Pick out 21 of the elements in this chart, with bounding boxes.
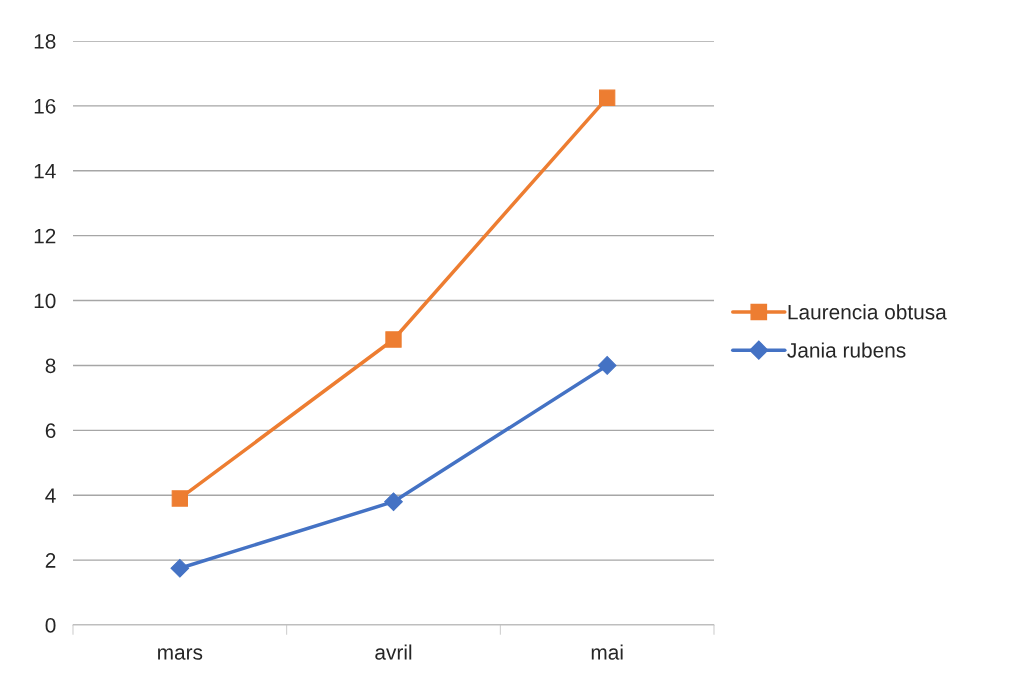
- legend-label: Jania rubens: [787, 342, 906, 358]
- point: [597, 356, 617, 375]
- point: [384, 492, 403, 512]
- y-tick-label: 2: [45, 553, 56, 568]
- x-tick-label: mai: [591, 644, 623, 660]
- legend-label: Laurencia obtusa: [788, 304, 947, 320]
- point: [599, 89, 616, 106]
- y-tick-label: 12: [34, 228, 56, 244]
- y-tick-label: 10: [34, 293, 56, 309]
- x-tick-label: mars: [158, 648, 203, 660]
- y-tick-label: 16: [34, 98, 56, 114]
- y-tick-label: 8: [45, 358, 56, 374]
- x-tick-label: avril: [375, 644, 412, 660]
- point: [171, 490, 188, 507]
- y-tick-label: 4: [45, 488, 56, 503]
- y-tick-label: 0: [45, 618, 56, 633]
- y-tick-label: 18: [34, 34, 56, 49]
- point: [170, 558, 190, 578]
- point: [385, 331, 402, 348]
- y-tick-label: 6: [45, 423, 56, 439]
- y-tick-label: 14: [34, 163, 56, 179]
